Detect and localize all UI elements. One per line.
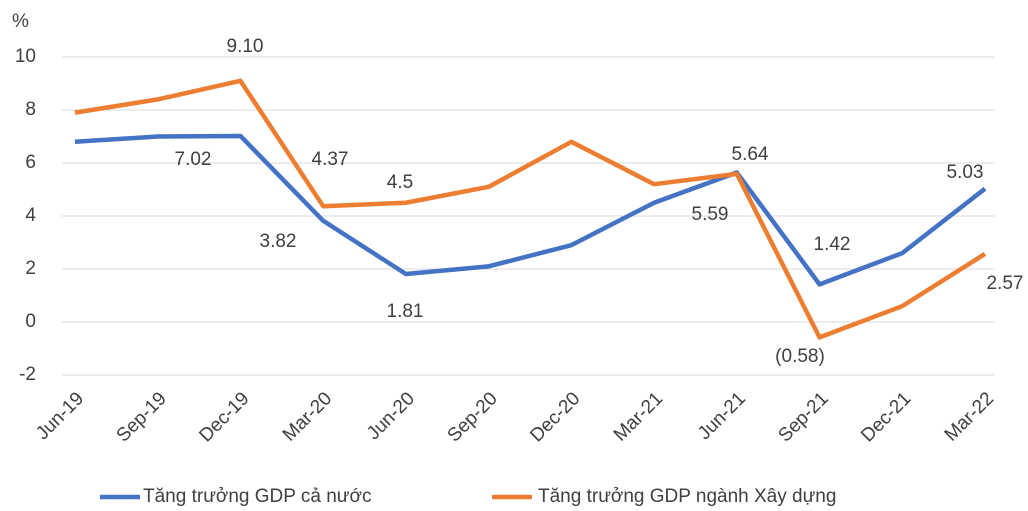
x-tick-label: Dec-21 (857, 388, 915, 446)
y-tick-label: 4 (25, 205, 36, 226)
data-label: 5.03 (947, 162, 984, 183)
x-tick-label: Jun-20 (363, 388, 419, 444)
y-tick-label: 2 (25, 258, 36, 279)
y-tick-label: 10 (15, 46, 36, 67)
legend-label: Tăng trưởng GDP cả nước (143, 486, 371, 507)
x-tick-label: Mar-21 (610, 388, 667, 445)
data-label: 4.37 (312, 149, 349, 170)
data-line (74, 78, 987, 340)
y-tick-label: 6 (25, 152, 36, 173)
data-label: (0.58) (775, 346, 825, 367)
data-label: 9.10 (227, 36, 264, 57)
x-tick-label: Mar-22 (941, 388, 998, 445)
x-tick-label: Dec-20 (526, 388, 584, 446)
y-tick-label: 0 (25, 311, 36, 332)
x-tick-label: Sep-20 (444, 388, 502, 446)
x-tick-label: Sep-21 (774, 388, 832, 446)
y-tick-label: 8 (25, 99, 36, 120)
data-label: 4.5 (387, 172, 413, 193)
x-tick-label: Sep-19 (113, 388, 171, 446)
data-line (74, 133, 987, 287)
y-tick-label: -2 (19, 364, 36, 385)
y-axis-label: % (12, 11, 29, 32)
data-label: 1.81 (387, 301, 424, 322)
data-label: 5.64 (732, 144, 769, 165)
legend-label: Tăng trưởng GDP ngành Xây dựng (538, 486, 836, 507)
data-label: 2.57 (987, 273, 1024, 294)
x-tick-label: Dec-19 (195, 388, 253, 446)
data-label: 7.02 (175, 149, 212, 170)
data-label: 3.82 (260, 231, 297, 252)
data-label: 1.42 (814, 234, 851, 255)
x-tick-label: Jun-19 (32, 388, 88, 444)
x-tick-label: Mar-20 (279, 388, 336, 445)
x-tick-label: Jun-21 (694, 388, 750, 444)
data-label: 5.59 (692, 204, 729, 225)
